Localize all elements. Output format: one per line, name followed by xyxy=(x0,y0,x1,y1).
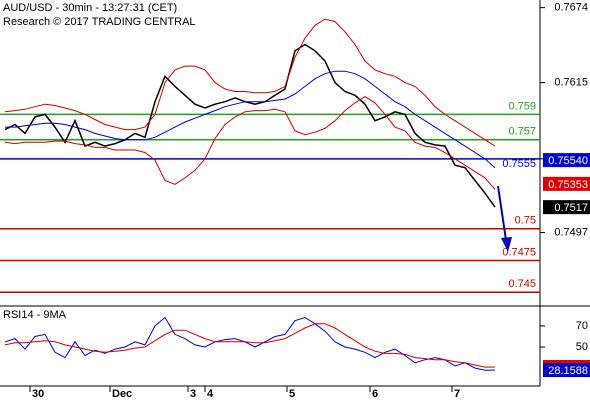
series-line xyxy=(4,316,496,371)
x-tick-label: Dec xyxy=(112,388,132,400)
x-tick-label: 3 xyxy=(190,388,196,400)
x-tick-label: 30 xyxy=(32,388,44,400)
y-tick-label: 0.7615 xyxy=(554,77,588,89)
level-label: 0.7555 xyxy=(502,158,536,170)
x-tick-label: 6 xyxy=(372,388,378,400)
price-marker-label: 28.1588 xyxy=(548,365,588,377)
price-marker-label: 0.7517 xyxy=(554,202,588,214)
price-marker xyxy=(543,200,590,215)
arrow-head xyxy=(501,237,512,252)
price-marker xyxy=(543,363,590,378)
level-label: 0.759 xyxy=(508,100,536,112)
x-tick-label: 7 xyxy=(454,388,460,400)
price-marker xyxy=(543,153,590,168)
price-marker-label: 0.75353 xyxy=(548,179,588,191)
series-line xyxy=(5,70,496,169)
series-line xyxy=(4,18,496,147)
series-line xyxy=(4,96,496,190)
level-label: 0.7475 xyxy=(502,246,536,258)
level-label: 0.75 xyxy=(515,215,536,227)
x-tick-label: 4 xyxy=(207,388,214,400)
y-tick-label: 50 xyxy=(576,341,588,353)
x-tick-label: 5 xyxy=(289,388,295,400)
y-tick-label: 0.7674 xyxy=(554,2,588,14)
rsi-title: RSI14 - 9MA xyxy=(3,309,67,321)
level-label: 0.745 xyxy=(508,278,536,290)
series-line xyxy=(4,323,496,368)
forecast-arrow xyxy=(497,185,512,252)
price-marker-label: 0.75540 xyxy=(548,155,588,167)
level-label: 0.757 xyxy=(508,126,536,138)
chart-title: AUD/USD - 30min - 13:27:31 (CET) xyxy=(3,2,177,14)
y-tick-label: 0.7497 xyxy=(554,226,588,238)
arrow-shaft xyxy=(497,185,507,241)
y-tick-label: 70 xyxy=(576,320,588,332)
chart-subtitle: Research © 2017 TRADING CENTRAL xyxy=(3,16,196,28)
price-marker xyxy=(543,176,590,191)
